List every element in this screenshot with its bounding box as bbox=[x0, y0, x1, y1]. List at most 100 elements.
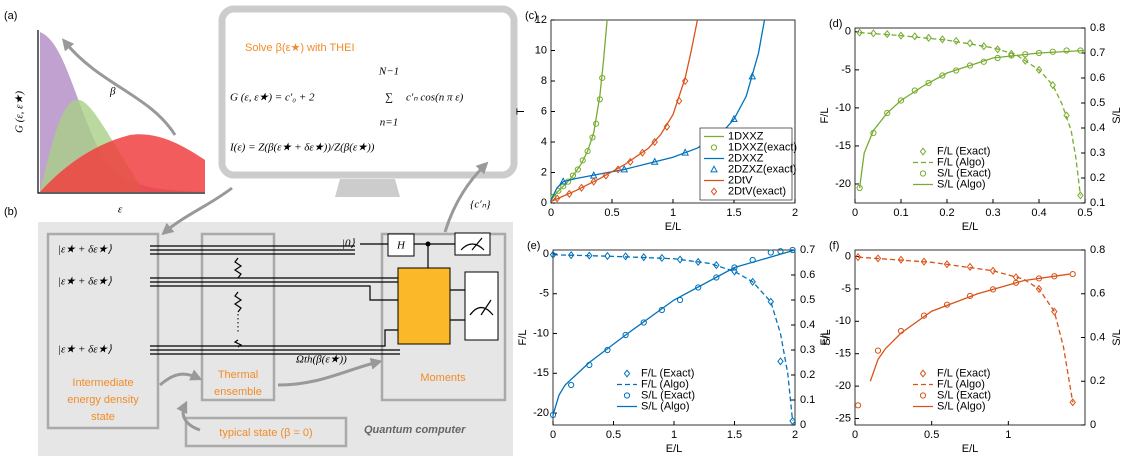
data-point bbox=[579, 157, 586, 164]
x-tick-label: 0.3 bbox=[985, 207, 1000, 219]
legend-swatch bbox=[919, 369, 927, 378]
data-point bbox=[767, 249, 774, 256]
y2-axis-label: S/L bbox=[1111, 107, 1123, 124]
legend-label: F/L (Exact) bbox=[641, 367, 694, 379]
y2-tick-label: 0.6 bbox=[1090, 72, 1105, 84]
y2-tick-label: 0.5 bbox=[800, 294, 815, 306]
y2-axis-label: S/L bbox=[821, 329, 833, 346]
monitor-title: Solve β(ε★) with THEI bbox=[245, 42, 355, 54]
series-line bbox=[859, 31, 1082, 196]
data-point bbox=[989, 266, 997, 275]
wire bbox=[150, 329, 400, 355]
data-point bbox=[874, 347, 882, 354]
y-tick-label: -20 bbox=[533, 407, 549, 419]
y-tick-label: 0 bbox=[845, 250, 851, 262]
box bbox=[200, 232, 276, 402]
data-point bbox=[874, 254, 882, 263]
ket: |ε★ + δε★⟩ bbox=[58, 344, 112, 356]
data-point bbox=[854, 253, 862, 262]
y-axis-label: F/L bbox=[819, 108, 831, 124]
box-label: typical state (β = 0) bbox=[219, 427, 312, 439]
legend-label: S/L (Algo) bbox=[937, 178, 986, 190]
data-point bbox=[856, 28, 863, 37]
curve bbox=[40, 134, 205, 192]
y-axis-label: F/L bbox=[517, 330, 529, 346]
y-tick-label: -10 bbox=[835, 315, 851, 327]
x-tick-label: 0 bbox=[548, 207, 554, 219]
data-point bbox=[578, 183, 585, 192]
y-tick-label: 6 bbox=[541, 105, 547, 117]
y-tick-label: -15 bbox=[533, 367, 549, 379]
data-point bbox=[920, 257, 928, 266]
y-axis-label: T bbox=[515, 108, 527, 115]
gate bbox=[387, 233, 415, 257]
y2-tick-label: 0.5 bbox=[1090, 97, 1105, 109]
wire bbox=[150, 245, 355, 255]
data-point bbox=[599, 74, 606, 82]
data-point bbox=[939, 72, 946, 79]
data-point bbox=[569, 172, 577, 179]
equation: N−1 bbox=[378, 66, 399, 78]
panel-b: (b) |ε★ + δε★⟩ |ε★ + δε★⟩ |ε★ + δε★⟩ |0⟩… bbox=[4, 161, 513, 456]
legend-label: F/L (Algo) bbox=[937, 378, 985, 390]
y-axis-label: G (ε, ε★) bbox=[14, 91, 26, 133]
measure bbox=[464, 271, 499, 341]
data-point bbox=[620, 165, 629, 173]
data-point bbox=[658, 253, 666, 263]
data-point bbox=[730, 114, 738, 123]
y2-tick-label: 0.6 bbox=[800, 269, 815, 281]
equation: ∑ bbox=[385, 92, 393, 104]
data-point bbox=[622, 252, 629, 261]
data-point bbox=[925, 79, 932, 87]
data-point bbox=[713, 274, 720, 281]
wire bbox=[360, 243, 465, 321]
x-tick-label: 0.5 bbox=[1077, 207, 1092, 219]
box-label: state bbox=[91, 411, 115, 423]
legend-label: F/L (Exact) bbox=[937, 145, 990, 157]
legend-label: S/L (Algo) bbox=[641, 400, 690, 412]
legend-label: 2DtV bbox=[728, 174, 753, 186]
series-line bbox=[552, 254, 794, 422]
x-axis-label: E/L bbox=[666, 443, 683, 455]
x-tick-label: 1.5 bbox=[727, 429, 742, 441]
ket: |ε★ + δε★⟩ bbox=[58, 244, 112, 256]
x-tick-label: 2 bbox=[792, 207, 798, 219]
charts: (c)0 0.5 1 1.5 2024681012E/LT1DXXZ1DXXZ(exac… bbox=[515, 10, 1123, 455]
data-point bbox=[789, 246, 796, 254]
x-tick-label: 1 bbox=[670, 207, 676, 219]
panel-label: (a) bbox=[4, 10, 17, 22]
data-point bbox=[589, 134, 596, 141]
data-point bbox=[694, 257, 702, 267]
legend-swatch bbox=[623, 369, 631, 378]
monitor: Solve β(ε★) with THEI G (ε, ε★) = c′₀ + … bbox=[218, 5, 518, 197]
x-tick-label: 1 bbox=[671, 429, 677, 441]
x-tick-label: 0.5 bbox=[924, 429, 939, 441]
data-point bbox=[566, 189, 573, 198]
caption: Quantum computer bbox=[364, 424, 466, 436]
y2-tick-label: 0 bbox=[1090, 419, 1096, 431]
equation: G (ε, ε★) = c′₀ + 2 bbox=[230, 92, 315, 104]
box bbox=[184, 416, 348, 448]
data-point bbox=[675, 96, 683, 105]
x-tick-label: 1.5 bbox=[726, 207, 741, 219]
data-point bbox=[1051, 307, 1058, 316]
y-tick-label: 0 bbox=[845, 26, 851, 38]
y-tick-label: -5 bbox=[539, 288, 549, 300]
data-point bbox=[602, 171, 610, 180]
arrow bbox=[161, 186, 233, 236]
box-label: Intermediate bbox=[72, 377, 133, 389]
arrow-label: β bbox=[109, 86, 116, 98]
control bbox=[425, 241, 431, 247]
data-point bbox=[650, 157, 659, 165]
squiggle bbox=[233, 257, 243, 348]
legend-label: 1DXXZ bbox=[728, 130, 764, 142]
x-tick-label: 0 bbox=[852, 207, 858, 219]
data-point bbox=[584, 148, 591, 155]
x-tick-label: 2 bbox=[792, 429, 798, 441]
arrow bbox=[159, 369, 203, 387]
data-point bbox=[966, 39, 974, 48]
meter bbox=[469, 299, 494, 316]
box-label: energy density bbox=[67, 394, 139, 406]
equation: I(ε) = Z(β(ε★ + δε★))/Z(β(ε★)) bbox=[229, 142, 375, 154]
equation: c′ₙ cos(n π ε) bbox=[406, 92, 464, 104]
